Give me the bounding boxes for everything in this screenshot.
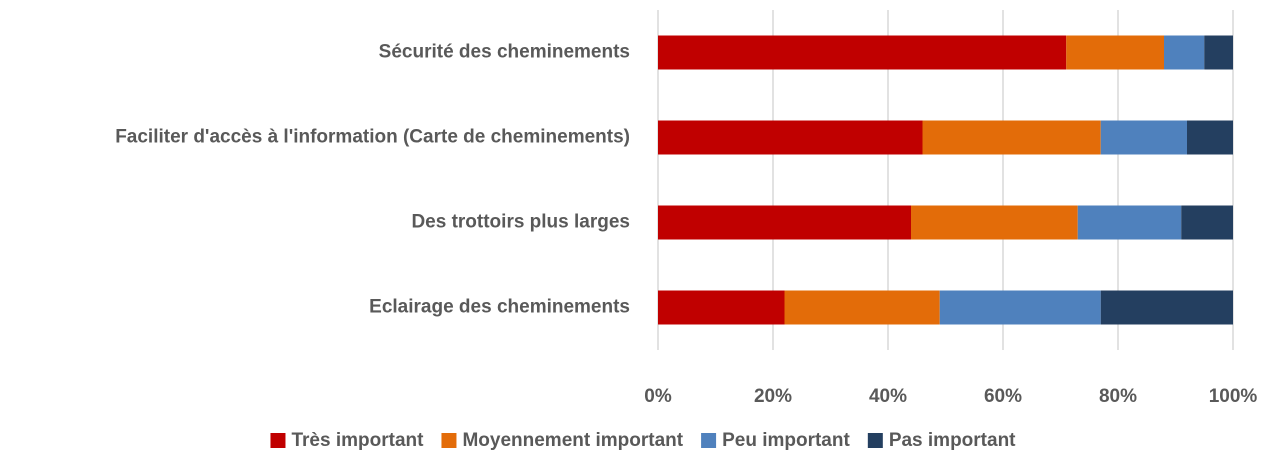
- bar-segment: [1181, 205, 1233, 240]
- bar-segment: [658, 35, 1067, 70]
- bar-segment: [1100, 120, 1187, 155]
- x-tick-label: 60%: [984, 386, 1022, 407]
- x-tick-label: 0%: [644, 386, 672, 407]
- bar-segment: [922, 120, 1101, 155]
- y-tick-label: Des trottoirs plus larges: [411, 212, 630, 233]
- bar-segment: [911, 205, 1078, 240]
- bar-segment: [1164, 35, 1205, 70]
- bar-segment: [658, 290, 785, 325]
- bar-segment: [939, 290, 1101, 325]
- x-tick-label: 40%: [869, 386, 907, 407]
- y-tick-label: Eclairage des cheminements: [369, 297, 630, 318]
- bar-segment: [784, 290, 940, 325]
- bar-segment: [1077, 205, 1182, 240]
- legend-label: Moyennement important: [462, 430, 683, 451]
- legend-label: Peu important: [722, 430, 850, 451]
- legend-swatch: [867, 433, 883, 448]
- bar-segment: [1066, 35, 1164, 70]
- legend-label: Très important: [291, 430, 424, 451]
- x-tick-label: 100%: [1209, 386, 1258, 407]
- legend-swatch: [270, 433, 286, 448]
- bar-segment: [1187, 120, 1233, 155]
- bar-segment: [658, 205, 911, 240]
- bar-segment: [1204, 35, 1233, 70]
- legend-label: Pas important: [889, 430, 1016, 451]
- legend-swatch: [441, 433, 457, 448]
- x-tick-label: 80%: [1099, 386, 1137, 407]
- x-tick-label: 20%: [754, 386, 792, 407]
- y-tick-label: Sécurité des cheminements: [379, 42, 630, 63]
- y-tick-label: Faciliter d'accès à l'information (Carte…: [115, 127, 630, 148]
- bar-segment: [1100, 290, 1233, 325]
- legend-swatch: [701, 433, 717, 448]
- bar-segment: [658, 120, 923, 155]
